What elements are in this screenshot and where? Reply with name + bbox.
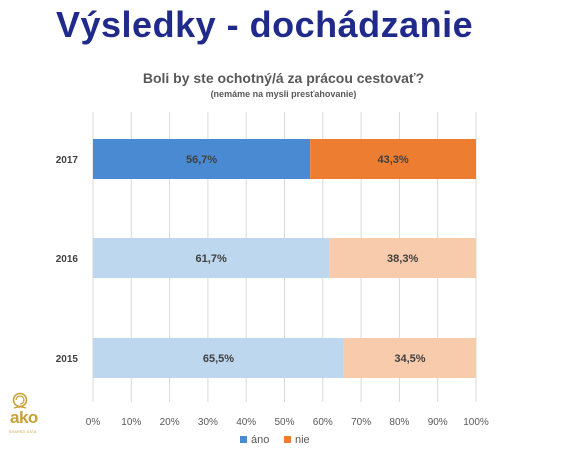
bar-segment-ano <box>93 338 344 378</box>
slide-title: Výsledky - dochádzanie <box>56 4 474 45</box>
bar-segment-nie <box>329 238 476 278</box>
x-tick-label: 90% <box>428 417 448 428</box>
x-tick-label: 50% <box>274 417 294 428</box>
ako-logo-icon <box>12 392 28 409</box>
chart-subtitle: (nemáme na mysli presťahovanie) <box>210 89 357 99</box>
x-tick-label: 10% <box>121 417 141 428</box>
data-label: 38,3% <box>387 253 418 265</box>
category-label: 2015 <box>56 354 79 365</box>
data-label: 43,3% <box>377 154 408 166</box>
logo-tagline: SHARED DATA <box>9 430 37 434</box>
bar-segment-nie <box>343 338 476 378</box>
x-tick-label: 30% <box>198 417 218 428</box>
x-tick-label: 40% <box>236 417 256 428</box>
bar-segment-nie <box>310 139 476 179</box>
x-tick-label: 80% <box>389 417 409 428</box>
bar-segment-ano <box>93 238 330 278</box>
legend-label-nie: nie <box>295 434 310 446</box>
chart-title: Boli by ste ochotný/á za prácou cestovať… <box>142 70 425 86</box>
x-tick-label: 20% <box>160 417 180 428</box>
x-tick-label: 0% <box>86 417 101 428</box>
data-label: 56,7% <box>186 154 217 166</box>
category-label: 2017 <box>56 155 79 166</box>
data-label: 61,7% <box>196 253 227 265</box>
data-label: 65,5% <box>203 353 234 365</box>
bar-segment-ano <box>93 139 311 179</box>
legend-swatch-ano <box>240 436 247 443</box>
legend-label-ano: áno <box>251 434 269 446</box>
logo-text: ako <box>10 408 38 427</box>
data-label: 34,5% <box>394 353 425 365</box>
legend-swatch-nie <box>284 436 291 443</box>
x-tick-label: 60% <box>313 417 333 428</box>
x-tick-label: 70% <box>351 417 371 428</box>
category-label: 2016 <box>56 254 79 265</box>
x-tick-label: 100% <box>463 417 489 428</box>
